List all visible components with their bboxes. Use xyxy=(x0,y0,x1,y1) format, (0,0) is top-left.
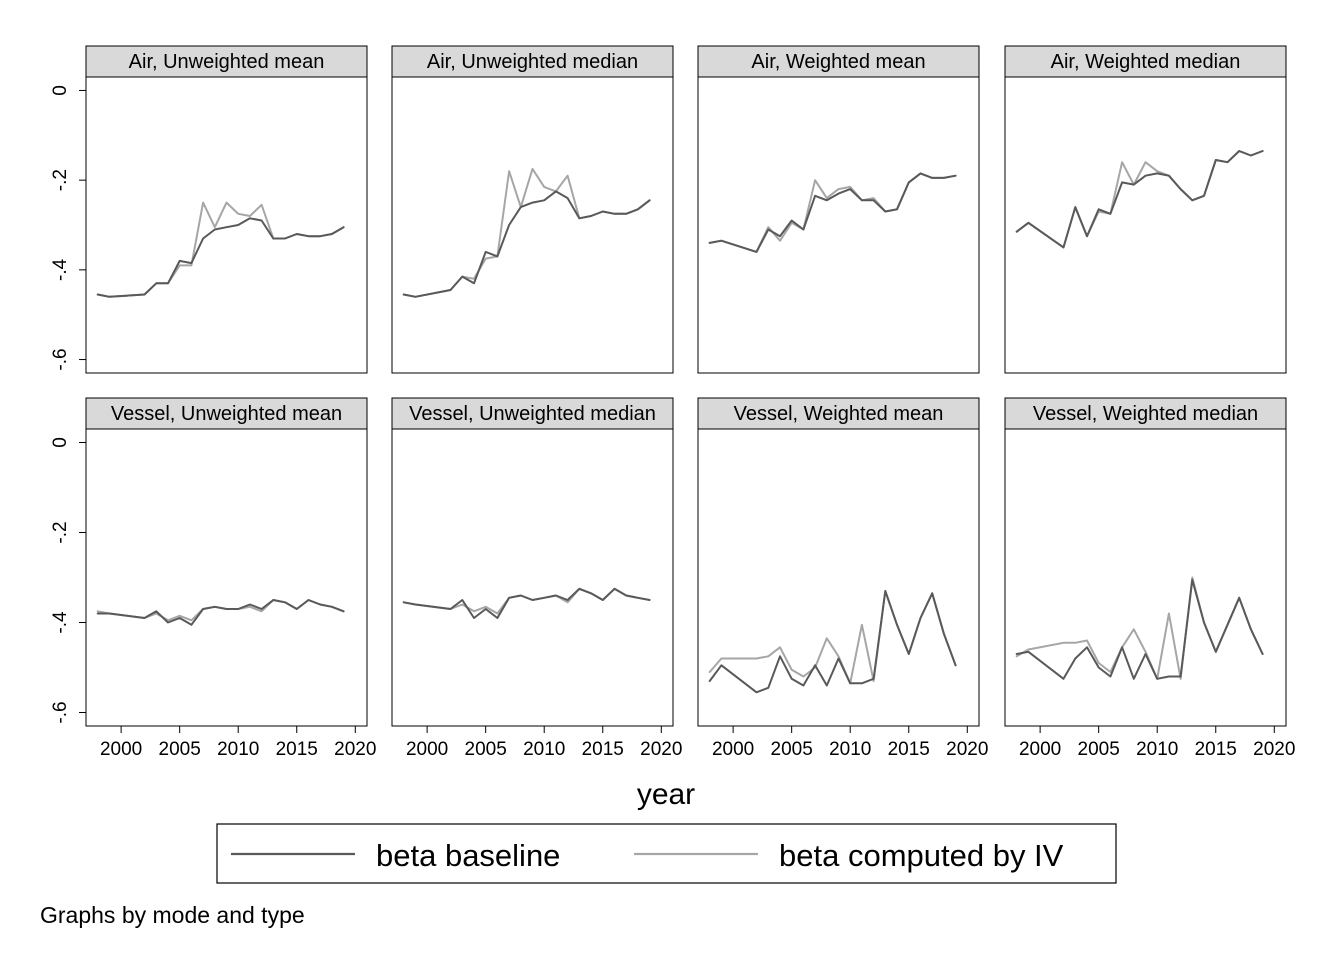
panel-air-weighted-mean-series-beta-baseline xyxy=(708,172,957,253)
y-tick-label: -.2 xyxy=(50,521,71,543)
legend: beta baseline beta computed by IV xyxy=(216,823,1117,884)
panel-air-weighted-mean-plot-area xyxy=(697,76,980,374)
panel-air-unweighted-mean-title: Air, Unweighted mean xyxy=(129,51,325,73)
x-tick-label: 2020 xyxy=(1253,739,1295,760)
panel-vessel-unweighted-median: Vessel, Unweighted median 2000 2005 2010 201… xyxy=(391,397,682,760)
x-tick-label: 2005 xyxy=(159,739,201,760)
panel-air-unweighted-median: Air, Unweighted median xyxy=(391,45,674,374)
panel-vessel-weighted-mean-series-beta-baseline xyxy=(708,590,957,694)
panel-vessel-weighted-median: Vessel, Weighted median 2000 2005 2010 2015 2… xyxy=(1004,397,1295,760)
panel-vessel-weighted-median-series-beta-baseline xyxy=(1015,578,1264,680)
x-axis-title: year xyxy=(637,778,695,811)
panel-air-unweighted-mean-plot-area xyxy=(85,76,368,374)
panel-air-weighted-median-strip xyxy=(1004,45,1287,78)
panel-vessel-unweighted-median-series-beta-baseline xyxy=(402,587,651,619)
panel-vessel-weighted-mean-plot-area xyxy=(697,428,980,727)
panel-vessel-weighted-median-strip xyxy=(1004,397,1287,430)
x-tick-label: 2005 xyxy=(465,739,507,760)
y-tick-label: 0 xyxy=(50,85,71,96)
x-tick-label: 2020 xyxy=(334,739,376,760)
x-tick-label: 2010 xyxy=(523,739,565,760)
x-tick-label: 2000 xyxy=(406,739,448,760)
panel-air-unweighted-median-title: Air, Unweighted median xyxy=(427,51,638,73)
x-tick-label: 2000 xyxy=(712,739,754,760)
x-tick-label: 2015 xyxy=(276,739,318,760)
panel-vessel-weighted-median-title: Vessel, Weighted median xyxy=(1033,403,1258,425)
panel-vessel-unweighted-mean-title: Vessel, Unweighted mean xyxy=(111,403,342,425)
y-tick-label: 0 xyxy=(50,437,71,448)
panel-vessel-unweighted-median-strip xyxy=(391,397,674,430)
x-tick-label: 2015 xyxy=(582,739,624,760)
x-tick-label: 2005 xyxy=(771,739,813,760)
panel-air-unweighted-mean: Air, Unweighted mean 0 -.2 -.4 -.6 xyxy=(50,45,368,374)
footnote: Graphs by mode and type xyxy=(40,902,305,928)
panel-air-unweighted-mean-series-beta-baseline xyxy=(96,217,345,298)
x-tick-label: 2005 xyxy=(1078,739,1120,760)
panel-air-unweighted-median-plot-area xyxy=(391,76,674,374)
panel-air-weighted-median-title: Air, Weighted median xyxy=(1051,51,1241,73)
x-tick-label: 2000 xyxy=(100,739,142,760)
x-tick-label: 2015 xyxy=(1195,739,1237,760)
panel-air-unweighted-median-strip xyxy=(391,45,674,78)
x-tick-label: 2015 xyxy=(888,739,930,760)
y-tick-label: -.4 xyxy=(50,611,71,634)
panel-air-weighted-median-plot-area xyxy=(1004,76,1287,374)
panel-vessel-weighted-mean-title: Vessel, Weighted mean xyxy=(734,403,944,425)
panel-vessel-unweighted-mean-series-beta-baseline xyxy=(96,599,345,626)
x-tick-label: 2010 xyxy=(829,739,871,760)
panel-air-weighted-median: Air, Weighted median xyxy=(1004,45,1287,374)
y-tick-label: -.6 xyxy=(50,701,71,723)
x-tick-label: 2020 xyxy=(640,739,682,760)
panel-vessel-unweighted-mean-plot-area xyxy=(85,428,368,727)
panel-air-weighted-mean-strip xyxy=(697,45,980,78)
x-tick-label: 2000 xyxy=(1019,739,1061,760)
x-tick-label: 2010 xyxy=(217,739,259,760)
panel-air-weighted-mean: Air, Weighted mean xyxy=(697,45,980,374)
y-tick-label: -.4 xyxy=(50,258,71,281)
panel-vessel-weighted-mean: Vessel, Weighted mean 2000 2005 2010 2015 202… xyxy=(697,397,988,760)
y-tick-label: -.2 xyxy=(50,169,71,191)
panel-air-unweighted-median-series-beta-baseline xyxy=(402,190,651,298)
panel-vessel-weighted-median-plot-area xyxy=(1004,428,1287,727)
panel-vessel-unweighted-median-title: Vessel, Unweighted median xyxy=(409,403,656,425)
x-tick-label: 2020 xyxy=(946,739,988,760)
legend-label-baseline: beta baseline xyxy=(376,838,560,873)
panel-vessel-unweighted-mean: Vessel, Unweighted mean 0 -.2 -.4 -.6 2000 200… xyxy=(50,397,376,760)
y-tick-label: -.6 xyxy=(50,348,71,370)
panel-air-weighted-mean-title: Air, Weighted mean xyxy=(751,51,925,73)
panel-air-weighted-median-series-beta-baseline xyxy=(1015,150,1264,249)
x-tick-label: 2010 xyxy=(1136,739,1178,760)
panel-air-unweighted-mean-strip xyxy=(85,45,368,78)
legend-label-iv: beta computed by IV xyxy=(779,838,1064,873)
panel-vessel-unweighted-median-plot-area xyxy=(391,428,674,727)
